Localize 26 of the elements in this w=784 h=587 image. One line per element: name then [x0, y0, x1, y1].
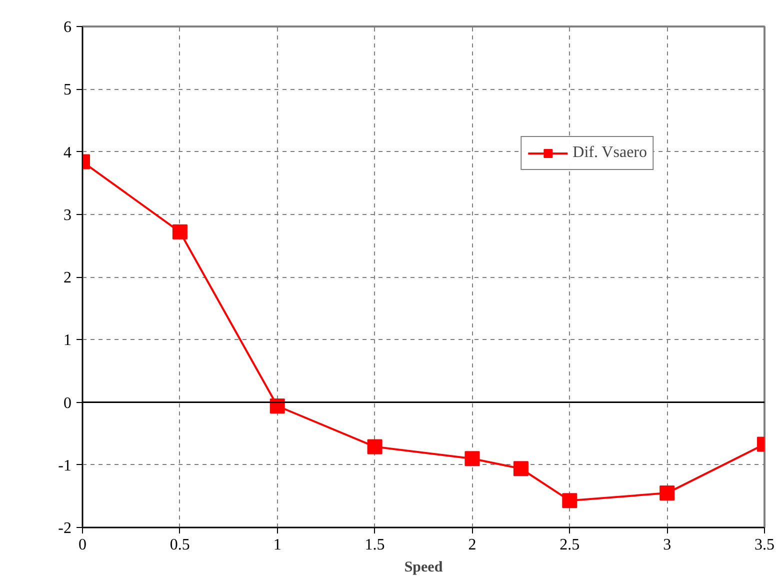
y-tick-label: -1: [58, 457, 72, 474]
point: [464, 451, 480, 466]
x-tick-label: 1.5: [364, 536, 385, 554]
x-tick-label: 3: [663, 536, 672, 554]
point: [562, 493, 578, 508]
y-tick-label: 4: [64, 144, 72, 162]
x-axis-title: Speed: [404, 560, 444, 576]
x-tick-label: 2.5: [560, 536, 580, 554]
x-tick-label: 1: [273, 536, 282, 554]
y-tick-label: 5: [64, 82, 72, 99]
x-tick-label: 3.5: [754, 536, 774, 554]
y-tick-label: 0: [64, 394, 72, 412]
y-tick-label: 6: [64, 19, 72, 36]
y-tick-label: 3: [64, 206, 72, 224]
point: [270, 398, 285, 414]
point: [660, 486, 675, 501]
x-tick-label: 0: [78, 536, 86, 554]
y-tick-label: 2: [64, 270, 72, 286]
x-tick-label: 0.5: [170, 536, 190, 554]
y-tick-label: -2: [58, 520, 72, 537]
point: [172, 224, 188, 240]
point: [367, 439, 382, 454]
x-tick-label: 2: [468, 536, 476, 554]
point: [513, 461, 528, 476]
y-tick-label: 1: [64, 332, 72, 350]
legend-label: Dif. Vsaero: [572, 144, 647, 162]
